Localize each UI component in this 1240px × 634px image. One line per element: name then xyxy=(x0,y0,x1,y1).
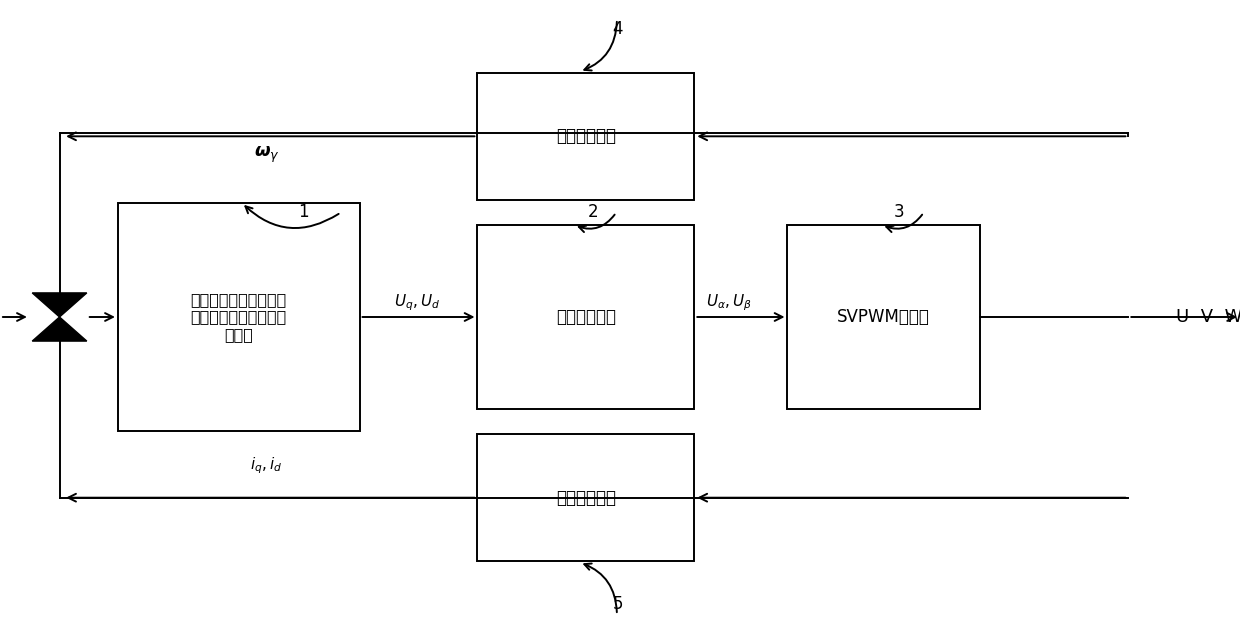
FancyArrowPatch shape xyxy=(584,564,616,612)
Bar xyxy=(477,434,694,561)
Polygon shape xyxy=(32,317,87,341)
Text: 转速检测单元: 转速检测单元 xyxy=(556,127,616,145)
Text: 1: 1 xyxy=(299,204,309,221)
Text: 2: 2 xyxy=(588,204,598,221)
Bar xyxy=(118,203,360,431)
Bar xyxy=(787,225,980,409)
FancyArrowPatch shape xyxy=(579,215,615,232)
Polygon shape xyxy=(32,293,87,317)
Text: U  V  W: U V W xyxy=(1176,308,1240,326)
Text: 3: 3 xyxy=(894,204,904,221)
Text: 电流检测单元: 电流检测单元 xyxy=(556,489,616,507)
Bar xyxy=(477,73,694,200)
Text: 4: 4 xyxy=(613,20,622,37)
Text: 基于观测器的异步电机
命令滤波误差补偿模糊
控制器: 基于观测器的异步电机 命令滤波误差补偿模糊 控制器 xyxy=(191,292,286,342)
Text: $i_q,i_d$: $i_q,i_d$ xyxy=(250,456,283,476)
FancyArrowPatch shape xyxy=(246,206,339,228)
Text: 5: 5 xyxy=(613,595,622,613)
Text: $U_{\alpha},U_{\beta}$: $U_{\alpha},U_{\beta}$ xyxy=(706,292,753,313)
FancyArrowPatch shape xyxy=(887,215,923,232)
Text: $\boldsymbol{\omega}_{\gamma}$: $\boldsymbol{\omega}_{\gamma}$ xyxy=(254,145,279,165)
Text: SVPWM逆变器: SVPWM逆变器 xyxy=(837,308,930,326)
Text: $U_q,U_d$: $U_q,U_d$ xyxy=(393,292,440,313)
Bar xyxy=(477,225,694,409)
Text: 坐标变换单元: 坐标变换单元 xyxy=(556,308,616,326)
FancyArrowPatch shape xyxy=(584,22,616,70)
